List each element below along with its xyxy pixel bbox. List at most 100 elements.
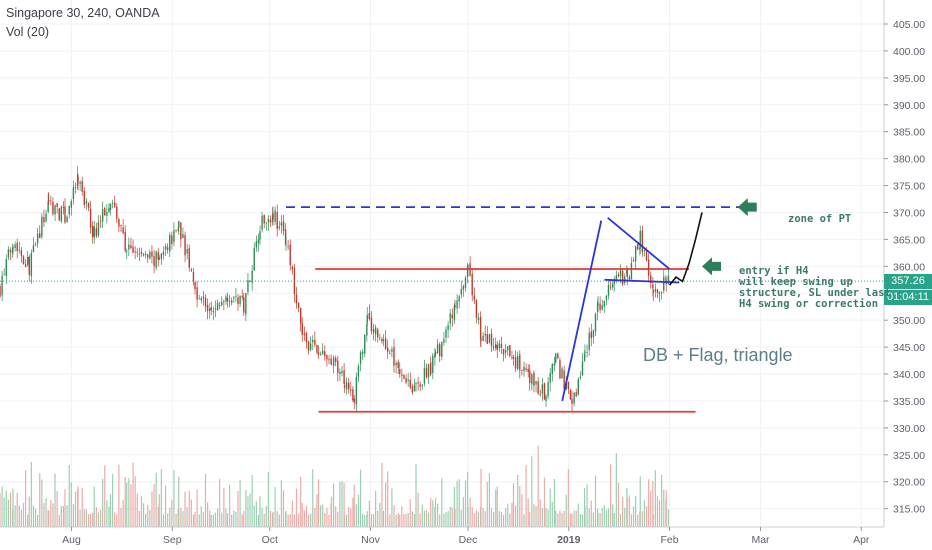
volume-bar xyxy=(432,500,434,527)
candle-body xyxy=(171,235,173,244)
time-axis[interactable]: Aug Sep Oct Nov Dec 2019 Feb Mar Apr xyxy=(62,527,870,546)
candle-body xyxy=(656,289,659,293)
volume-bar xyxy=(52,503,54,527)
candle-body xyxy=(147,254,149,258)
candle-body xyxy=(9,249,12,253)
price-axis[interactable]: 315.00 320.00 325.00 330.00 335.00 340.00 345.… xyxy=(884,19,925,516)
volume-bar xyxy=(539,499,541,527)
pattern-note[interactable]: DB + Flag, triangle xyxy=(643,345,793,365)
candle-body xyxy=(525,368,527,370)
candle-body xyxy=(120,225,122,226)
volume-bar xyxy=(545,507,547,527)
volume-bar xyxy=(454,508,456,527)
time-tick-label: Nov xyxy=(361,534,380,546)
volume-bar xyxy=(495,489,497,527)
candle-body xyxy=(569,390,572,400)
candle-body xyxy=(52,201,54,215)
volume-bar xyxy=(171,499,173,527)
volume-bar xyxy=(175,513,177,527)
candle-body xyxy=(108,208,110,213)
candles xyxy=(0,166,670,413)
candle-body xyxy=(235,295,237,297)
candle-body xyxy=(209,308,211,311)
candle-body xyxy=(56,203,58,207)
candle-body xyxy=(328,359,330,361)
volume-bar xyxy=(317,479,320,527)
time-tick-label: Feb xyxy=(660,534,678,546)
candle-body xyxy=(413,385,416,392)
time-tick-label: 2019 xyxy=(557,534,581,546)
candle-body xyxy=(617,274,620,277)
candle-body xyxy=(443,338,445,343)
candle-body xyxy=(393,347,395,366)
candle-body xyxy=(216,303,219,311)
candle-body xyxy=(239,295,241,304)
volume-bar xyxy=(303,510,305,527)
volume-bar xyxy=(153,484,155,527)
candle-body xyxy=(467,264,469,268)
candle-body xyxy=(228,300,231,302)
volume-bar xyxy=(102,478,104,527)
price-tick-label: 390.00 xyxy=(893,100,925,112)
candle-body xyxy=(529,370,531,383)
candle-body xyxy=(573,392,575,404)
flag-pole-line xyxy=(561,220,603,402)
candle-body xyxy=(126,250,128,252)
price-tick-label: 395.00 xyxy=(893,73,925,85)
price-tick-label: 340.00 xyxy=(893,369,925,381)
candle-body xyxy=(12,247,14,250)
volume-bar xyxy=(285,510,287,527)
candle-body xyxy=(317,352,320,355)
volume-bar xyxy=(612,504,614,527)
candle-body xyxy=(619,268,622,277)
candle-body xyxy=(335,357,337,362)
candle-body xyxy=(473,295,475,300)
volume-bar xyxy=(79,509,81,527)
candle-body xyxy=(650,275,652,283)
volume-bar xyxy=(124,476,126,527)
candle-body xyxy=(379,337,381,339)
candle-body xyxy=(567,382,570,389)
candle-body xyxy=(18,249,20,251)
candle-body xyxy=(594,313,597,332)
volume-bar xyxy=(348,506,350,527)
candle-body xyxy=(357,365,360,377)
volume-bar xyxy=(592,512,594,527)
volume-bar xyxy=(255,501,257,527)
volume-bar xyxy=(221,512,223,527)
candle-body xyxy=(511,357,513,358)
candle-body xyxy=(632,260,635,262)
price-tick-label: 365.00 xyxy=(893,234,925,246)
candle-body xyxy=(387,347,389,352)
volume-bar xyxy=(626,497,628,527)
candle-body xyxy=(364,334,366,354)
volume-bar xyxy=(639,476,641,527)
candle-body xyxy=(466,266,469,277)
candle-body xyxy=(39,233,41,238)
candle-body xyxy=(34,244,37,246)
candle-body xyxy=(136,251,138,253)
volume-bar xyxy=(652,481,654,527)
entry-note[interactable]: entry if H4 will keep swing up structure… xyxy=(739,265,891,310)
candle-body xyxy=(539,394,541,396)
volume-bar xyxy=(293,514,295,527)
candle-body xyxy=(111,203,114,204)
candle-body xyxy=(537,381,539,394)
volume-bar xyxy=(25,470,27,527)
candle-body xyxy=(109,203,112,210)
candle-body xyxy=(50,200,52,202)
volume-bar xyxy=(182,511,184,527)
volume-bar xyxy=(142,503,145,527)
volume-bar xyxy=(92,512,94,527)
volume-bar xyxy=(188,490,190,527)
candle-body xyxy=(601,305,603,310)
volume-label[interactable]: Vol (20) xyxy=(6,25,50,39)
volume-bar xyxy=(95,506,97,527)
symbol-title[interactable]: Singapore 30, 240, OANDA xyxy=(6,6,160,20)
candle-body xyxy=(605,295,608,300)
volume-bar xyxy=(469,497,471,527)
candle-body xyxy=(233,297,235,299)
volume-bar xyxy=(496,486,498,527)
zone-of-pt-note[interactable]: zone of PT xyxy=(788,213,852,225)
